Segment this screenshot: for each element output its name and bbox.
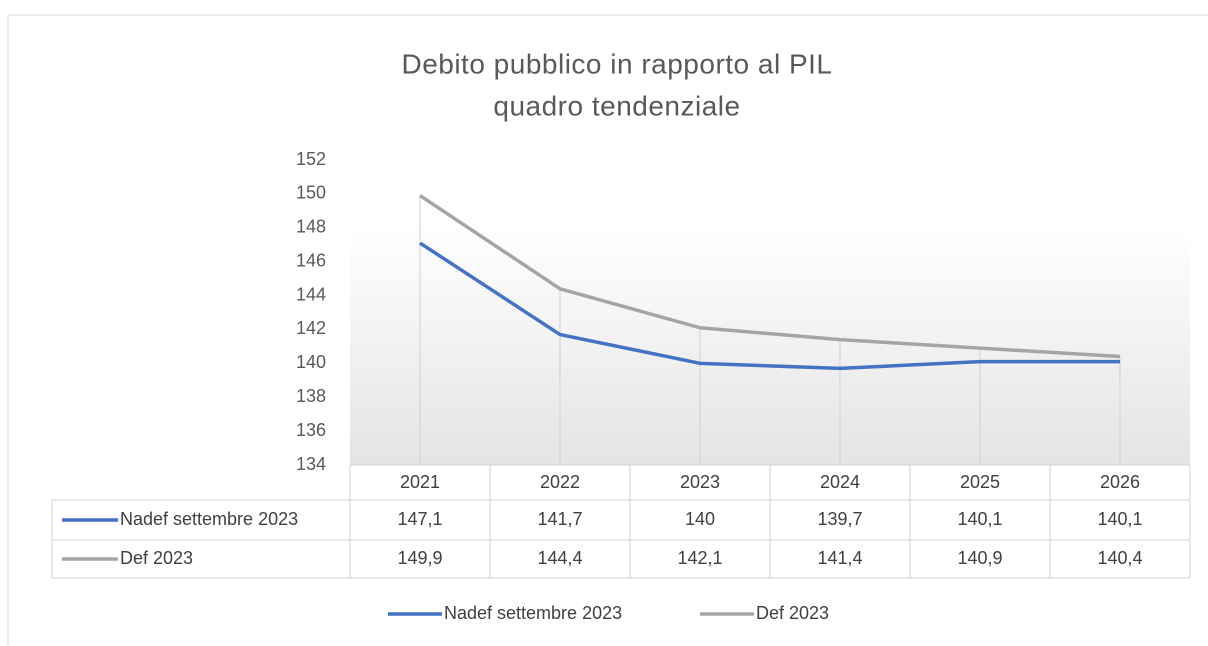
chart-frame: [7, 14, 1208, 646]
table-cell: 140: [685, 509, 715, 529]
x-tick-label: 2021: [400, 472, 440, 492]
y-tick-label: 148: [296, 217, 326, 237]
table-cell: 140,1: [1097, 509, 1142, 529]
y-tick-label: 140: [296, 352, 326, 372]
table-cell: 140,4: [1097, 548, 1142, 568]
legend-label: Nadef settembre 2023: [444, 603, 622, 623]
table-cell: 140,9: [957, 548, 1002, 568]
y-tick-label: 150: [296, 183, 326, 203]
table-cell: 147,1: [397, 509, 442, 529]
x-tick-label: 2026: [1100, 472, 1140, 492]
y-tick-label: 138: [296, 386, 326, 406]
x-tick-label: 2024: [820, 472, 860, 492]
table-row-header: Nadef settembre 2023: [120, 509, 298, 529]
y-tick-label: 142: [296, 318, 326, 338]
table-cell: 141,7: [537, 509, 582, 529]
x-tick-label: 2022: [540, 472, 580, 492]
y-tick-label: 134: [296, 454, 326, 474]
chart-subtitle: quadro tendenziale: [493, 90, 740, 121]
legend-label: Def 2023: [756, 603, 829, 623]
table-cell: 140,1: [957, 509, 1002, 529]
table-cell: 141,4: [817, 548, 862, 568]
y-tick-label: 136: [296, 420, 326, 440]
chart-title: Debito pubblico in rapporto al PIL: [401, 48, 832, 79]
y-tick-label: 152: [296, 149, 326, 169]
y-tick-label: 144: [296, 284, 326, 304]
table-cell: 144,4: [537, 548, 582, 568]
series-line: [419, 194, 1121, 359]
table-cell: 139,7: [817, 509, 862, 529]
table-cell: 149,9: [397, 548, 442, 568]
x-tick-label: 2023: [680, 472, 720, 492]
table-row-header: Def 2023: [120, 548, 193, 568]
series-line: [419, 241, 1120, 371]
table-cell: 142,1: [677, 548, 722, 568]
x-tick-label: 2025: [960, 472, 1000, 492]
y-tick-label: 146: [296, 250, 326, 270]
plot-background: [350, 225, 1190, 465]
